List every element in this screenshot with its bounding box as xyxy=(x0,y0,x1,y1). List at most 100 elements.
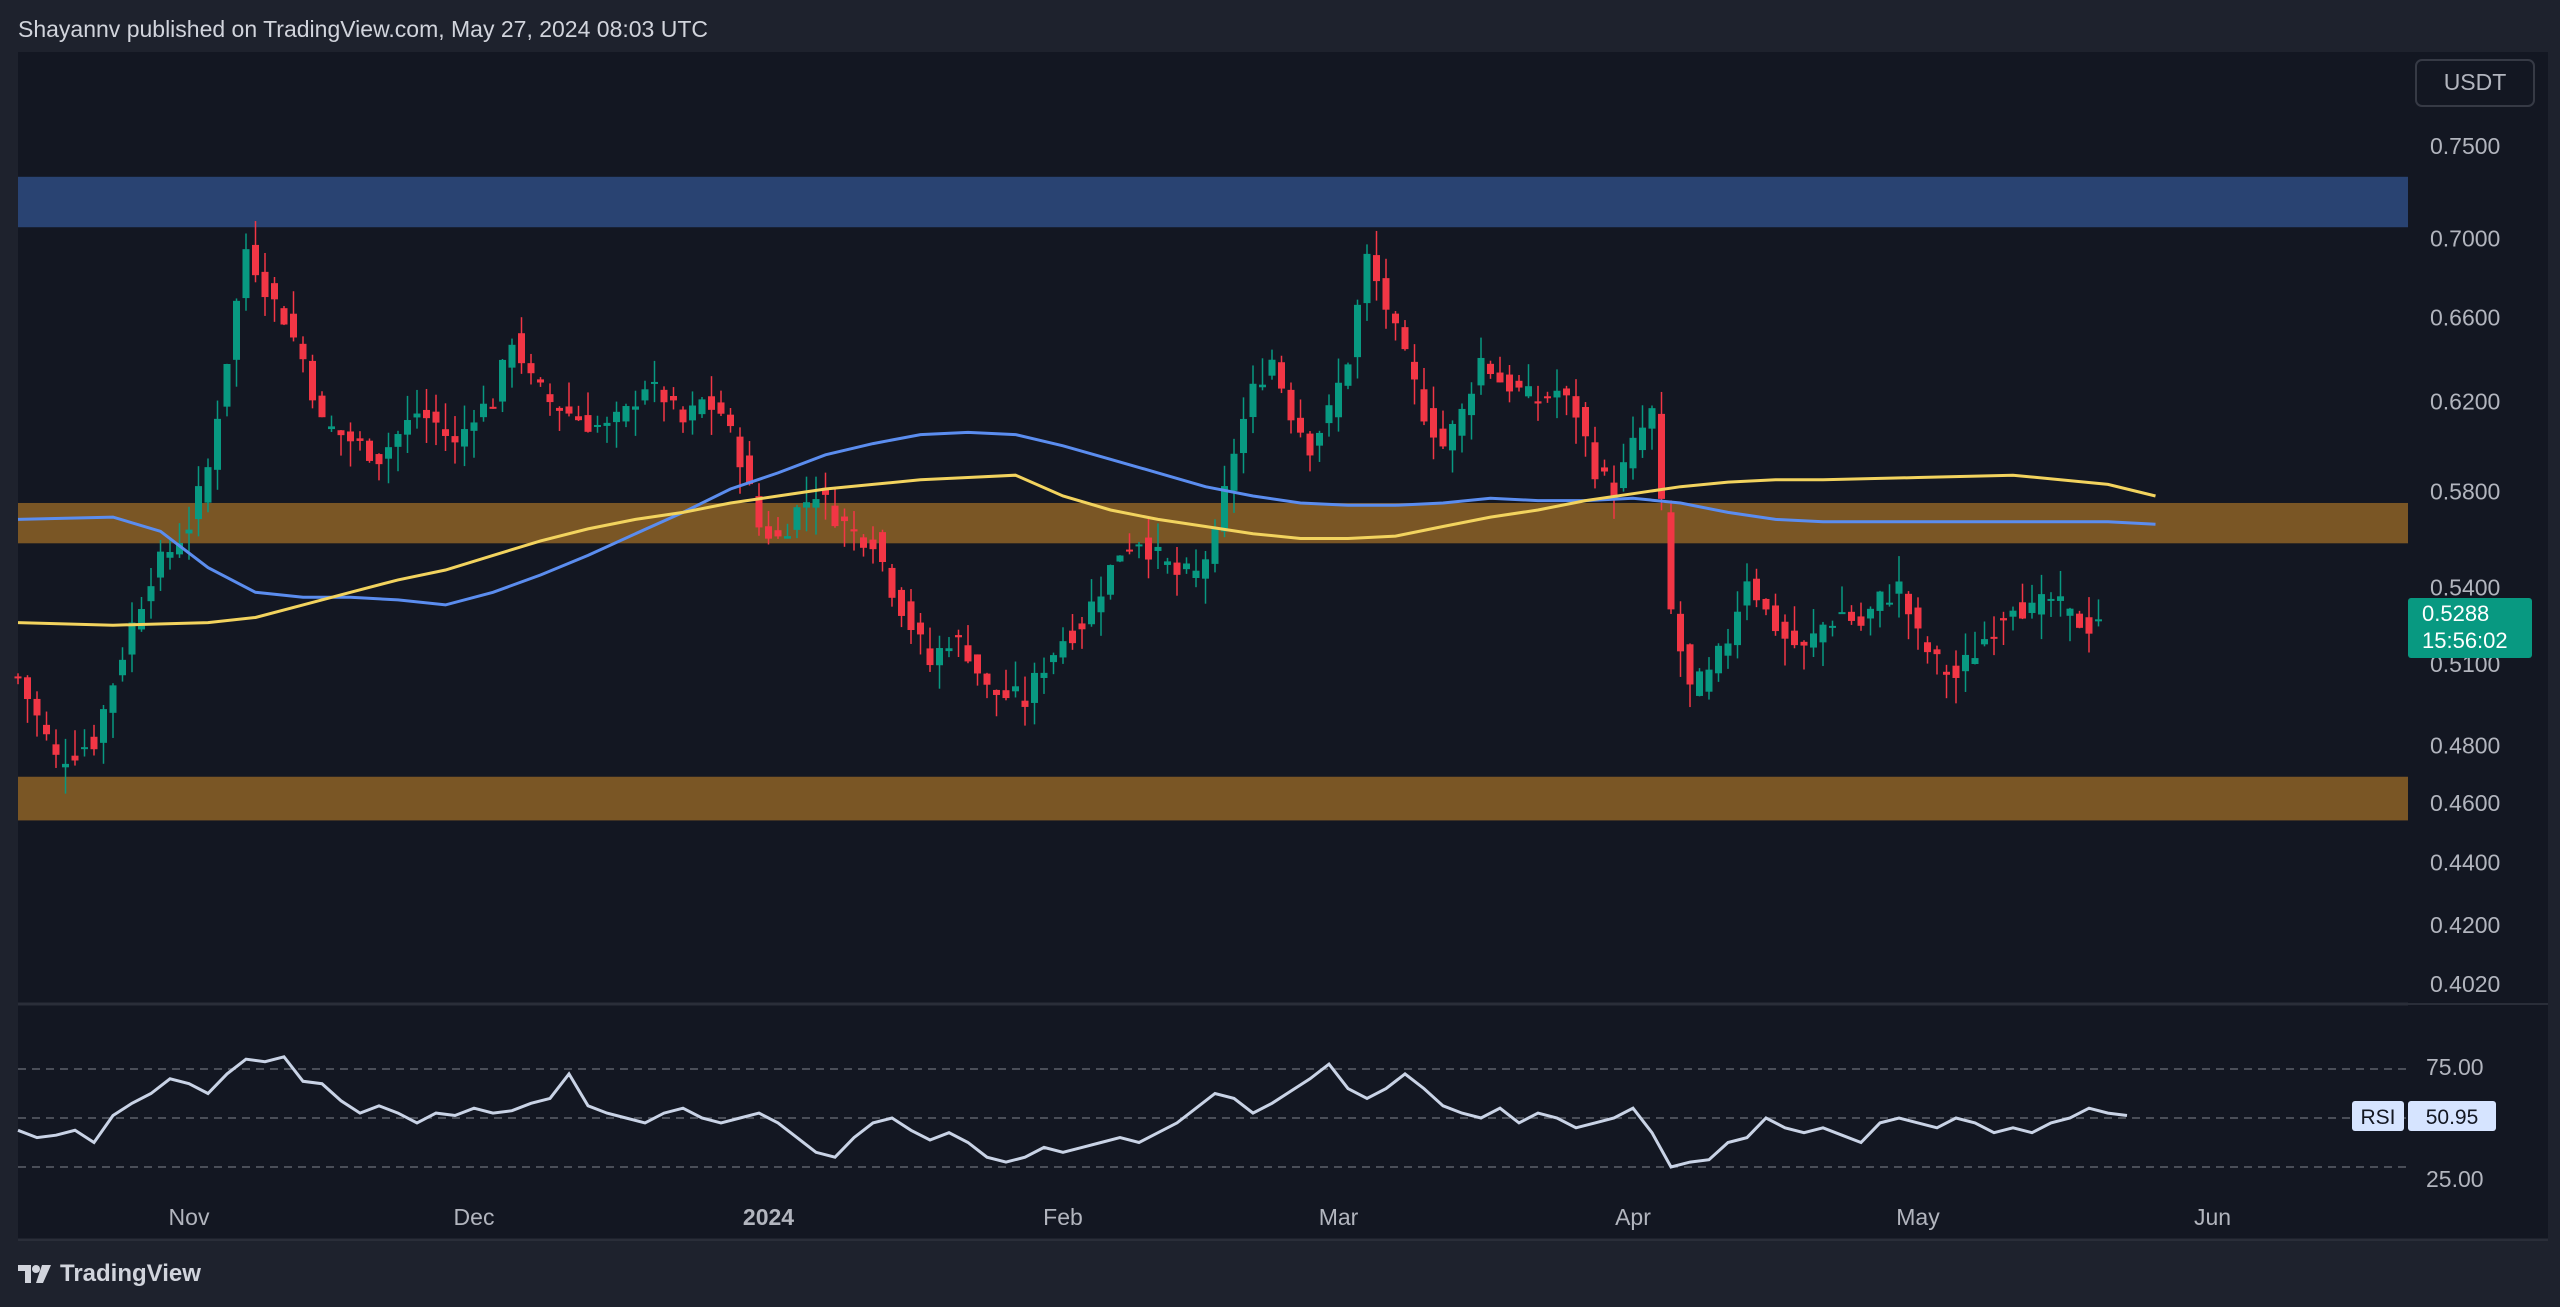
candle-body xyxy=(1629,437,1637,469)
candle-body xyxy=(1829,625,1836,628)
candle-body xyxy=(1772,605,1779,632)
candle-body xyxy=(1686,644,1694,685)
candle-body xyxy=(223,363,231,407)
candle-body xyxy=(1316,432,1323,446)
candle-body xyxy=(850,529,858,532)
candle-body xyxy=(793,507,801,530)
candle-body xyxy=(299,343,307,360)
currency-button[interactable]: USDT xyxy=(2415,59,2535,107)
candle-body xyxy=(1810,633,1817,648)
price-tick-label: 0.6200 xyxy=(2430,389,2500,415)
candle-body xyxy=(480,403,487,418)
candle-body xyxy=(660,389,668,403)
zones-layer xyxy=(18,176,2408,821)
candle-body xyxy=(1002,690,1010,699)
candle-body xyxy=(1439,428,1447,447)
candle-body xyxy=(1059,641,1067,658)
candle-body xyxy=(1933,649,1941,655)
candle-body xyxy=(1781,621,1789,639)
candle-body xyxy=(81,747,88,750)
candle-body xyxy=(375,454,383,465)
moving-averages-layer xyxy=(17,430,2156,627)
candle-body xyxy=(470,422,478,431)
candle-body xyxy=(1401,327,1409,350)
price-tick-label: 0.4600 xyxy=(2430,790,2500,816)
candle-body xyxy=(1895,581,1903,594)
candle-body xyxy=(1876,591,1884,611)
candle-body xyxy=(1278,362,1285,389)
candle-body xyxy=(214,418,221,470)
candle-body xyxy=(62,763,69,768)
candle-body xyxy=(71,755,79,761)
candle-body xyxy=(1724,643,1732,656)
time-tick-label: Feb xyxy=(1043,1204,1083,1230)
candle-body xyxy=(964,645,972,662)
candle-body xyxy=(1363,253,1371,304)
candle-body xyxy=(746,455,753,485)
candle-body xyxy=(1145,537,1152,560)
price-tick-label: 0.5400 xyxy=(2430,574,2500,600)
candle-body xyxy=(1373,255,1380,282)
candle-body xyxy=(1354,304,1361,358)
time-tick-label: Mar xyxy=(1319,1204,1359,1230)
publisher-caption: Shayannv published on TradingView.com, M… xyxy=(18,16,708,42)
candle-body xyxy=(860,537,867,548)
candle-body xyxy=(1800,641,1808,646)
candle-body xyxy=(1610,482,1618,500)
candle-body xyxy=(1838,612,1846,615)
candle-body xyxy=(1857,616,1865,626)
time-tick-label: Dec xyxy=(454,1204,495,1230)
candle-body xyxy=(1382,278,1390,310)
candle-body xyxy=(432,411,440,423)
candle-body xyxy=(461,429,468,447)
candle-body xyxy=(594,424,601,427)
candle-body xyxy=(1981,639,1988,645)
candle-body xyxy=(2019,602,2026,619)
candle-body xyxy=(1943,671,1950,675)
candle-body xyxy=(1183,563,1190,570)
candle-body xyxy=(1477,357,1485,386)
candle-body xyxy=(1990,636,1998,639)
candle-body xyxy=(43,724,50,735)
candle-body xyxy=(1012,686,1019,692)
candle-body xyxy=(955,635,962,638)
candle-body xyxy=(176,542,183,555)
time-tick-label: May xyxy=(1896,1204,1940,1230)
candle-body xyxy=(1107,565,1114,595)
candle-body xyxy=(1230,453,1238,491)
candle-body xyxy=(1249,383,1257,418)
candle-body xyxy=(1202,559,1209,579)
candle-body xyxy=(936,648,943,666)
candle-body xyxy=(518,333,525,364)
candle-body xyxy=(290,313,297,338)
candle-body xyxy=(1639,427,1646,451)
candle-body xyxy=(1449,423,1456,451)
candle-body xyxy=(309,360,316,401)
candle-body xyxy=(157,551,164,578)
candle-body xyxy=(622,406,630,422)
candle-body xyxy=(584,415,592,432)
candle-body xyxy=(1240,418,1247,454)
candle-body xyxy=(1154,546,1162,551)
candle-body xyxy=(1544,396,1551,399)
candle-body xyxy=(641,389,649,401)
candle-body xyxy=(413,413,421,418)
candle-body xyxy=(1753,578,1760,601)
candle-body xyxy=(708,396,715,410)
candle-body xyxy=(1515,380,1523,388)
candle-body xyxy=(1088,601,1095,625)
candle-body xyxy=(233,300,240,360)
candle-body xyxy=(822,487,829,495)
candle-body xyxy=(128,622,136,655)
candle-body xyxy=(1031,672,1038,703)
tradingview-logo[interactable]: TradingView xyxy=(18,1260,201,1288)
candle-body xyxy=(774,530,782,537)
candle-body xyxy=(1430,408,1437,438)
candles-layer xyxy=(14,221,2102,794)
candle-body xyxy=(1705,669,1713,692)
candle-body xyxy=(337,430,345,436)
candle-body xyxy=(983,673,991,685)
candle-body xyxy=(812,499,820,508)
candle-body xyxy=(261,271,269,298)
